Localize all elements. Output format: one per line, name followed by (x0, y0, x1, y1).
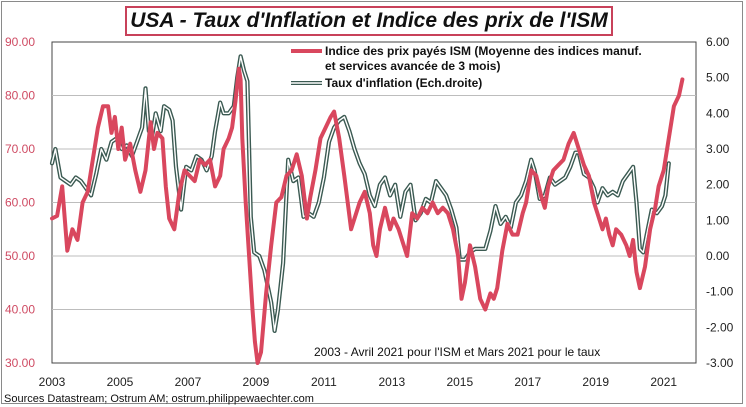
y-right-tick-label: 3.00 (706, 142, 730, 156)
x-tick-label: 2009 (243, 375, 270, 389)
x-tick-label: 2015 (446, 375, 473, 389)
x-tick-label: 2019 (582, 375, 609, 389)
x-tick-label: 2003 (39, 375, 66, 389)
y-left-tick-label: 30.00 (5, 356, 35, 370)
legend-label-ism-line2: et services avancée de 3 mois) (325, 59, 500, 73)
y-left-tick-label: 40.00 (5, 303, 35, 317)
x-axis: 2003 2005 2007 2009 2011 2013 2015 2017 2019 2021 (39, 375, 678, 389)
y-right-tick-label: 0.00 (706, 249, 730, 263)
y-right-tick-label: -1.00 (706, 285, 734, 299)
x-tick-label: 2013 (378, 375, 405, 389)
chart-title: USA - Taux d'Inflation et Indice des pri… (125, 6, 613, 36)
y-left-tick-label: 70.00 (5, 142, 35, 156)
right-axis: -3.00 -2.00 -1.00 0.00 1.00 2.00 3.00 4.00 5.00 6… (706, 35, 734, 370)
y-right-tick-label: 1.00 (706, 213, 730, 227)
y-right-tick-label: 5.00 (706, 71, 730, 85)
legend-label-ism-line1: Indice des prix payés ISM (Moyenne des i… (325, 44, 642, 58)
series-inflation-line-core (51, 55, 670, 332)
y-left-tick-label: 50.00 (5, 249, 35, 263)
x-tick-label: 2021 (650, 375, 677, 389)
y-left-tick-label: 90.00 (5, 35, 35, 49)
x-tick-label: 2005 (107, 375, 134, 389)
source-note: Sources Datastream; Ostrum AM; ostrum.ph… (4, 393, 314, 405)
legend: Indice des prix payés ISM (Moyenne des i… (291, 44, 642, 90)
y-left-tick-label: 80.00 (5, 89, 35, 103)
y-left-tick-label: 60.00 (5, 196, 35, 210)
left-axis: 30.00 40.00 50.00 60.00 70.00 80.00 90.00 (5, 35, 35, 370)
legend-label-inflation: Taux d'inflation (Ech.droite) (325, 76, 482, 90)
series-group (49, 54, 685, 365)
y-right-tick-label: 4.00 (706, 106, 730, 120)
y-right-tick-label: -2.00 (706, 320, 734, 334)
y-right-tick-label: -3.00 (706, 356, 734, 370)
x-tick-label: 2007 (175, 375, 202, 389)
y-right-tick-label: 2.00 (706, 178, 730, 192)
series-ism-line (50, 66, 685, 365)
x-tick-label: 2011 (311, 375, 337, 389)
chart-annotation: 2003 - Avril 2021 pour l'ISM et Mars 202… (314, 345, 600, 359)
x-tick-label: 2017 (514, 375, 541, 389)
y-right-tick-label: 6.00 (706, 35, 730, 49)
